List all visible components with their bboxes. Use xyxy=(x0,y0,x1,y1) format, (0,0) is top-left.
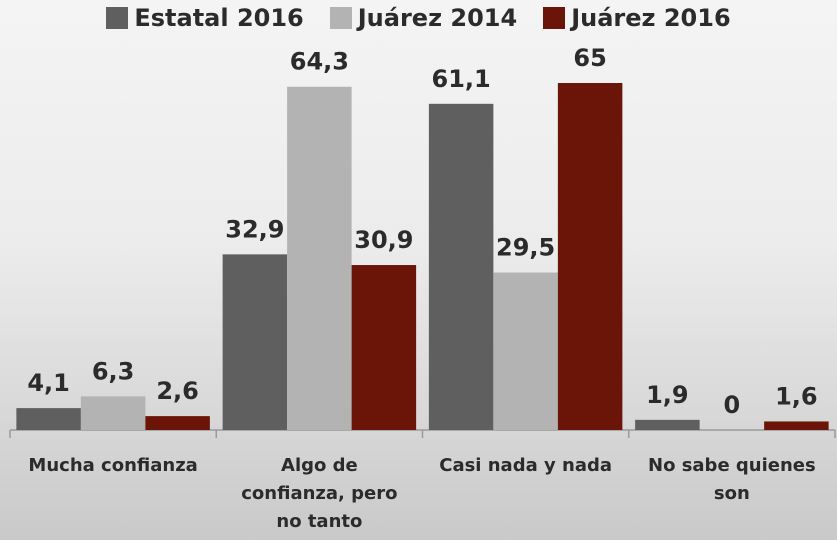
value-label: 32,9 xyxy=(225,215,284,243)
bar xyxy=(558,83,623,430)
bar xyxy=(352,265,417,430)
bar xyxy=(635,420,700,430)
legend-swatch xyxy=(106,7,128,29)
value-label: 1,9 xyxy=(646,381,689,409)
legend-swatch xyxy=(330,7,352,29)
legend-item: Juárez 2014 xyxy=(330,4,517,32)
value-label: 30,9 xyxy=(354,226,413,254)
legend: Estatal 2016 Juárez 2014 Juárez 2016 xyxy=(0,4,837,32)
value-label: 29,5 xyxy=(496,234,555,262)
bar xyxy=(429,104,494,430)
legend-label: Estatal 2016 xyxy=(134,4,303,32)
bar xyxy=(223,254,288,430)
value-label: 64,3 xyxy=(290,48,349,76)
value-label: 0 xyxy=(724,391,741,419)
x-tick-label: Algo de confianza, pero no tanto xyxy=(226,452,412,536)
legend-label: Juárez 2014 xyxy=(358,4,517,32)
legend-label: Juárez 2016 xyxy=(571,4,730,32)
x-tick-label: No sabe quienes son xyxy=(639,452,825,508)
bar xyxy=(145,416,210,430)
value-label: 1,6 xyxy=(775,382,818,410)
value-label: 6,3 xyxy=(92,357,135,385)
bar xyxy=(16,408,81,430)
bar xyxy=(81,396,146,430)
bar xyxy=(493,273,558,430)
value-label: 2,6 xyxy=(156,377,199,405)
bar xyxy=(287,87,352,430)
chart: 4,1 6,3 2,6 32,9 64,3 30,9 61,1 29,5 65 1,9 0 1,6 E… xyxy=(0,0,837,540)
bar xyxy=(764,421,829,430)
value-label: 61,1 xyxy=(432,65,491,93)
x-tick-label: Mucha confianza xyxy=(20,452,206,480)
legend-item: Juárez 2016 xyxy=(543,4,730,32)
legend-item: Estatal 2016 xyxy=(106,4,303,32)
value-label: 65 xyxy=(573,44,606,72)
x-tick-label: Casi nada y nada xyxy=(433,452,619,480)
legend-swatch xyxy=(543,7,565,29)
value-label: 4,1 xyxy=(27,369,70,397)
